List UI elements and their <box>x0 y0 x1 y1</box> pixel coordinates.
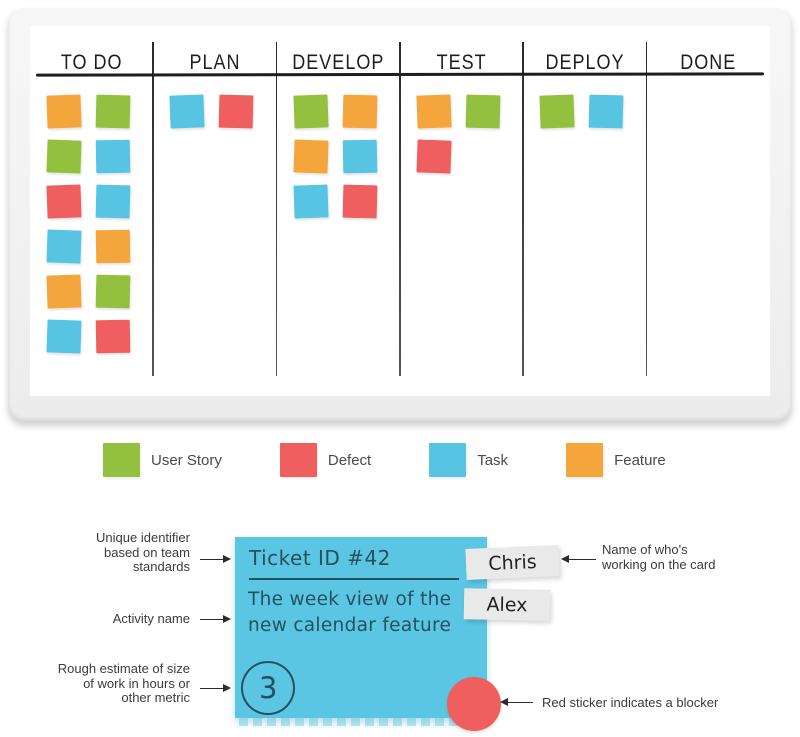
legend-item-user-story: User Story <box>103 443 222 477</box>
legend-item-task: Task <box>429 443 508 477</box>
sticky-note-orange <box>293 139 329 174</box>
board-column-plan: PLAN <box>152 26 276 396</box>
arrow-right-icon <box>200 615 231 623</box>
legend-label: User Story <box>151 451 222 469</box>
card-ticket-id: Ticket ID #42 <box>249 546 391 570</box>
card-estimate-circle: 3 <box>237 657 299 719</box>
legend-swatch-blue <box>429 443 467 477</box>
legend: User Story Defect Task Feature <box>103 443 666 477</box>
sticky-note-blue <box>46 229 82 264</box>
kanban-card: Ticket ID #42 The week view of the new c… <box>235 537 487 726</box>
legend-label: Feature <box>614 451 666 469</box>
board-column-todo: TO DO <box>30 26 153 396</box>
column-header-todo: TO DO <box>60 49 123 74</box>
sticky-note-blue <box>293 184 329 219</box>
column-header-develop: DEVELOP <box>292 49 385 74</box>
sticky-note-blue <box>588 94 624 129</box>
legend-item-defect: Defect <box>279 443 372 477</box>
column-body-todo <box>30 80 153 354</box>
annotation-activity: Activity name <box>112 611 190 626</box>
column-body-done <box>647 80 770 95</box>
annotation-assignee: Name of who's working on the card <box>602 542 716 572</box>
sticky-note-orange <box>95 229 131 264</box>
column-header-deploy: DEPLOY <box>545 49 625 74</box>
sticky-note-red <box>46 184 82 219</box>
assignee-name: Chris <box>487 550 538 575</box>
column-header-test: TEST <box>436 49 487 74</box>
whiteboard-frame: TO DO PLAN DEVELOP TEST DEPLOY DONE <box>8 8 792 422</box>
column-body-deploy <box>523 80 646 129</box>
card-activity-text: The week view of the new calendar featur… <box>248 589 452 636</box>
sticky-note-orange <box>416 94 452 129</box>
legend-item-feature: Feature <box>566 443 666 477</box>
assignee-tag: Alex <box>463 588 551 621</box>
kanban-board: TO DO PLAN DEVELOP TEST DEPLOY DONE <box>30 26 770 396</box>
board-column-develop: DEVELOP <box>275 26 400 396</box>
board-column-test: TEST <box>398 26 523 396</box>
sticky-note-green <box>46 139 82 174</box>
column-header-done: DONE <box>680 49 737 74</box>
arrow-right-icon <box>200 684 231 692</box>
board-columns: TO DO PLAN DEVELOP TEST DEPLOY DONE <box>30 26 770 396</box>
legend-swatch-red <box>279 443 317 477</box>
sticky-note-red <box>218 94 254 129</box>
sticky-note-orange <box>46 94 82 129</box>
annotation-blocker: Red sticker indicates a blocker <box>542 695 719 710</box>
legend-swatch-green <box>103 443 140 477</box>
legend-label: Defect <box>327 451 372 469</box>
column-body-test <box>400 80 523 174</box>
assignee-name: Alex <box>486 593 528 616</box>
column-body-plan <box>153 80 276 129</box>
sticky-note-red <box>95 319 131 354</box>
arrow-left-icon <box>500 698 533 706</box>
column-header-plan: PLAN <box>189 49 241 74</box>
sticky-note-green <box>95 94 131 129</box>
sticky-note-orange <box>342 94 378 129</box>
card-title-rule <box>249 578 459 580</box>
legend-label: Task <box>477 451 509 469</box>
assignee-tag: Chris <box>465 544 560 581</box>
board-column-done: DONE <box>645 26 770 396</box>
card-estimate-value: 3 <box>258 671 278 706</box>
sticky-note-green <box>293 94 329 129</box>
arrow-left-icon <box>561 555 596 563</box>
legend-swatch-orange <box>566 443 604 477</box>
sticky-note-red <box>342 184 378 219</box>
sticky-note-blue <box>342 139 377 174</box>
annotation-estimate: Rough estimate of size of work in hours … <box>57 661 190 705</box>
blocker-sticker <box>447 677 501 731</box>
sticky-note-green <box>539 94 575 129</box>
sticky-note-blue <box>46 319 82 354</box>
sticky-note-blue <box>169 94 205 129</box>
board-column-deploy: DEPLOY <box>522 26 646 396</box>
column-body-develop <box>277 80 400 219</box>
sticky-note-red <box>416 139 452 174</box>
annotation-identifier: Unique identifier based on team standard… <box>96 530 190 574</box>
sticky-note-blue <box>95 139 131 174</box>
sticky-note-orange <box>46 274 82 309</box>
sticky-note-blue <box>95 184 131 219</box>
sticky-note-green <box>95 274 131 309</box>
arrow-right-icon <box>200 555 231 563</box>
sticky-note-green <box>465 94 501 129</box>
